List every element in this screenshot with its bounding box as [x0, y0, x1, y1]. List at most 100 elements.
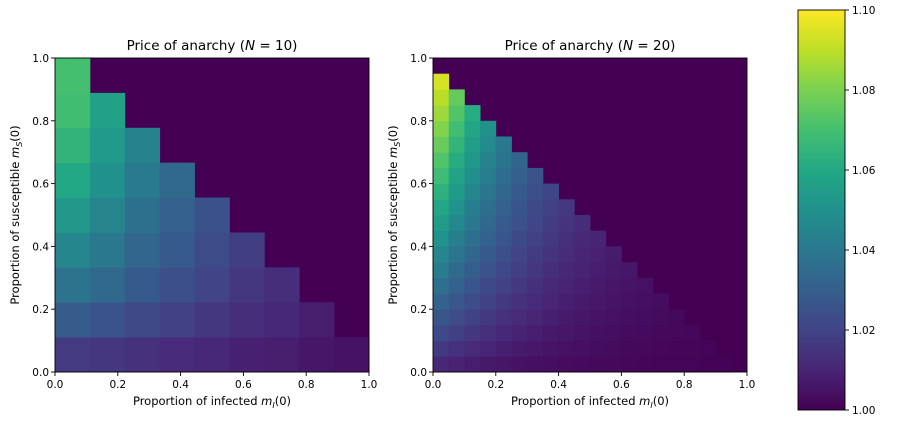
heatmap-cell: [264, 337, 300, 373]
heatmap-cell: [590, 340, 607, 357]
heatmap-cell: [558, 356, 575, 373]
heatmap-cell: [433, 89, 450, 106]
heatmap-cell: [448, 293, 465, 310]
heatmap-cell: [55, 232, 91, 268]
heatmap-cell: [89, 197, 126, 233]
heatmap-cell: [464, 246, 481, 263]
heatmap-cell: [480, 183, 497, 200]
heatmap-cell: [590, 246, 607, 263]
heatmap-cell: [542, 277, 559, 294]
heatmap-cell: [542, 262, 559, 279]
heatmap-cell: [229, 232, 265, 268]
heatmap-cell: [159, 197, 195, 233]
heatmap-cell: [542, 230, 559, 247]
heatmap-cell: [590, 309, 607, 326]
heatmap-cell: [590, 230, 607, 247]
heatmap-cell: [480, 246, 497, 263]
heatmap-cell: [527, 277, 544, 294]
heatmap-cell: [527, 324, 544, 341]
heatmap-cell: [558, 340, 575, 357]
heatmap-cell: [480, 215, 497, 232]
heatmap-cell: [464, 293, 481, 310]
heatmap-cell: [299, 337, 335, 373]
heatmap-cell: [264, 302, 300, 338]
heatmap-cell: [621, 309, 638, 326]
heatmap-cell: [542, 215, 559, 232]
heatmap-cell: [542, 309, 559, 326]
heatmap-cell: [433, 262, 450, 279]
heatmap-cell: [495, 262, 512, 279]
heatmap-cell: [637, 277, 654, 294]
heatmap-cell: [55, 267, 91, 303]
heatmap-cell: [194, 267, 230, 303]
heatmap-cell: [448, 167, 465, 184]
panel-title: Price of anarchy (N = 20): [505, 38, 676, 54]
heatmap-cell: [699, 356, 716, 373]
heatmap-cell: [229, 267, 265, 303]
heatmap-cell: [55, 162, 91, 198]
heatmap-cell: [605, 293, 622, 310]
heatmap-cell: [574, 293, 591, 310]
heatmap-cell: [590, 293, 607, 310]
heatmap-cell: [433, 167, 450, 184]
heatmap-cell: [464, 183, 481, 200]
heatmap-cell: [89, 232, 126, 268]
heatmap-cell: [495, 199, 512, 216]
heatmap-cell: [590, 324, 607, 341]
y-tick-label: 0.0: [32, 367, 49, 379]
heatmap-cell: [448, 262, 465, 279]
heatmap-cell: [558, 215, 575, 232]
heatmap-cell: [495, 309, 512, 326]
heatmap-cell: [55, 302, 91, 338]
heatmap-cell: [89, 337, 126, 373]
heatmap-cell: [637, 340, 654, 357]
x-tick-label: 1.0: [361, 379, 378, 391]
colorbar-tick-label: 1.04: [852, 245, 876, 257]
heatmap-cell: [495, 340, 512, 357]
heatmap-cell: [558, 309, 575, 326]
heatmap-cell: [621, 277, 638, 294]
heatmap-cell: [433, 215, 450, 232]
heatmap-cell: [511, 215, 528, 232]
heatmap-cell: [464, 262, 481, 279]
heatmap-cell: [124, 162, 161, 198]
heatmap-cell: [89, 267, 126, 303]
y-axis-label: Proportion of susceptible mS(0): [8, 125, 24, 304]
heatmap-cell: [527, 215, 544, 232]
heatmap-cell: [527, 340, 544, 357]
heatmap-cell: [159, 267, 195, 303]
heatmap-cell: [668, 340, 685, 357]
heatmap-cell: [542, 356, 559, 373]
heatmap-cell: [511, 246, 528, 263]
heatmap-cell: [229, 302, 265, 338]
heatmap-cell: [480, 340, 497, 357]
colorbar-tick-label: 1.10: [852, 5, 875, 17]
heatmap-cell: [448, 230, 465, 247]
heatmap-cell: [715, 356, 732, 373]
x-axis-label: Proportion of infected mI(0): [133, 394, 291, 410]
heatmap-cell: [558, 199, 575, 216]
x-tick-label: 0.8: [676, 379, 693, 391]
colorbar-gradient: [798, 10, 845, 410]
heatmap-cell: [480, 199, 497, 216]
x-tick-label: 0.4: [550, 379, 567, 391]
heatmap-cell: [194, 197, 230, 233]
heatmap-panel-1: 0.0 0.2 0.4 0.6 0.8 1.0 0.0 0.2 0.4 0.6 0.8 1.0 Pric…: [8, 38, 377, 410]
heatmap-cell: [433, 293, 450, 310]
heatmap-cell: [574, 309, 591, 326]
heatmap-cell: [194, 337, 230, 373]
heatmap-cell: [448, 183, 465, 200]
y-tick-label: 0.4: [410, 241, 427, 253]
heatmap-cell: [55, 58, 91, 94]
heatmap-cell: [480, 120, 497, 137]
x-tick-label: 1.0: [739, 379, 756, 391]
heatmap-cell: [433, 105, 450, 122]
y-tick-label: 0.0: [410, 367, 427, 379]
heatmap-cell: [495, 183, 512, 200]
heatmap-cell: [464, 105, 481, 122]
heatmap-cell: [621, 293, 638, 310]
heatmap-cell: [433, 324, 450, 341]
heatmap-cell: [464, 340, 481, 357]
heatmap-cell: [495, 230, 512, 247]
heatmap-cell: [448, 340, 465, 357]
